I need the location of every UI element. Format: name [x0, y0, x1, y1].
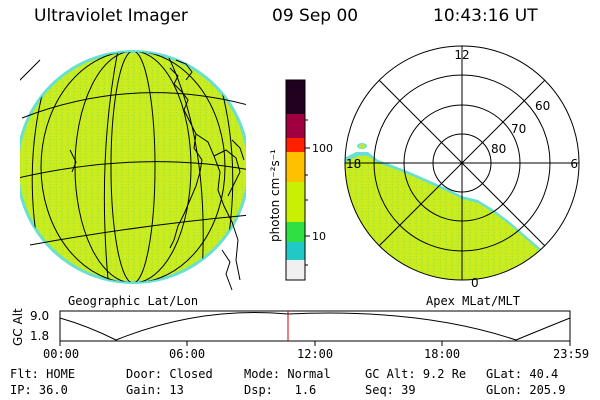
status-flt: Flt: HOME [10, 367, 76, 381]
status-door: Door: Closed [126, 367, 213, 381]
geographic-view [20, 50, 246, 291]
mlat-label-60: 60 [535, 99, 550, 113]
colorbar-segment-1 [286, 114, 305, 138]
status-glat: GLat: 40.4 [486, 367, 559, 381]
colorbar-segment-0 [286, 80, 305, 114]
status-seq: Seq: 39 [365, 383, 416, 397]
globe-emission [20, 53, 246, 281]
colorbar-segment-7 [286, 260, 305, 280]
status-gain: Gain: 13 [126, 383, 184, 397]
mlt-label-0: 0 [471, 276, 479, 290]
time-tick-2359: 23:59 [553, 347, 590, 361]
mlt-diagonal-2 [378, 79, 546, 247]
altitude-ymax: 9.0 [30, 309, 49, 323]
colorbar-unit: photon cm⁻²s⁻¹ [268, 149, 282, 242]
auroral-oval [345, 156, 555, 280]
status-mode: Mode: Normal [244, 367, 331, 381]
colorbar-ticks [305, 119, 310, 266]
time-tick-1200: 12:00 [297, 347, 334, 361]
status-ip: IP: 36.0 [10, 383, 68, 397]
status-dsp: Dsp: 1.6 [244, 383, 317, 397]
polar-view: 12 18 6 0 60 70 80 [344, 45, 580, 290]
colorbar-segment-2 [286, 138, 305, 152]
status-glon: GLon: 205.9 [486, 383, 566, 397]
colorbar-segment-5 [286, 222, 305, 242]
status-gc-alt: GC Alt: 9.2 Re [365, 367, 467, 381]
time-tick-0000: 00:00 [43, 347, 80, 361]
altitude-ticks [59, 341, 571, 346]
mlt-label-6: 6 [570, 157, 578, 171]
header-time: 10:43:16 UT [433, 6, 538, 26]
altitude-frame [59, 310, 571, 342]
left-panel-caption: Geographic Lat/Lon [68, 294, 199, 308]
colorbar-tick-100: 100 [312, 142, 333, 155]
mlat-label-80: 80 [491, 142, 506, 156]
colorbar-segment-4 [286, 182, 305, 222]
colorbar: 100 10 photon cm⁻²s⁻¹ [268, 79, 333, 281]
polar-grid [344, 45, 580, 281]
time-tick-0600: 06:00 [169, 347, 206, 361]
mlt-label-12: 12 [454, 48, 469, 62]
altitude-ymin: 1.8 [30, 329, 49, 343]
coastlines [69, 59, 245, 291]
colorbar-segment-3 [286, 152, 305, 182]
mlat-label-70: 70 [511, 122, 526, 136]
right-panel-caption: Apex MLat/MLT [426, 294, 520, 308]
header-date: 09 Sep 00 [272, 6, 359, 26]
time-tick-1800: 18:00 [424, 347, 461, 361]
altitude-axis-label: GC Alt [11, 308, 25, 346]
mlt-label-18: 18 [346, 157, 361, 171]
colorbar-segment-6 [286, 242, 305, 260]
colorbar-tick-10: 10 [312, 230, 326, 243]
colorbar-frame [285, 79, 306, 281]
latitude-lines [20, 59, 246, 246]
altitude-strip: GC Alt 9.0 1.8 [11, 308, 571, 346]
instrument-title: Ultraviolet Imager [34, 6, 188, 26]
